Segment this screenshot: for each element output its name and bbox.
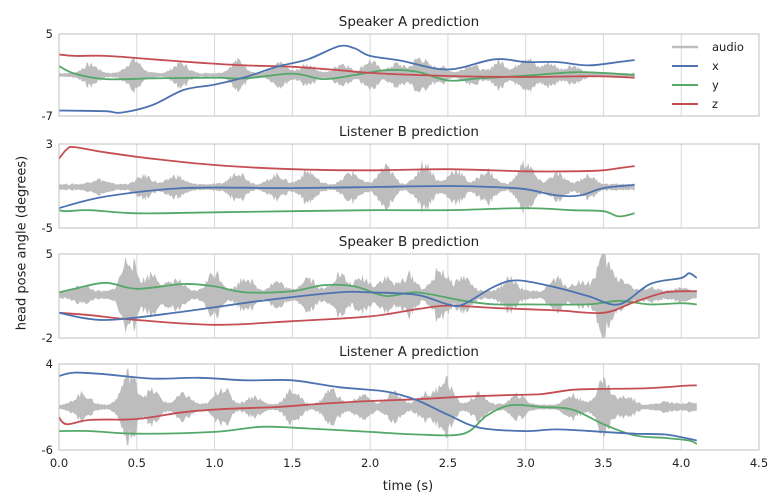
x-tick-label: 3.5 [594, 456, 612, 470]
x-tick-label: 1.5 [283, 456, 301, 470]
series-line-z [59, 53, 635, 79]
listener-b-prediction-panel: Listener B prediction 3 -5 [42, 124, 760, 235]
audio-waveform [59, 368, 697, 446]
speaker-a-prediction-panel: Speaker A prediction 5 -7 [42, 14, 760, 123]
x-tick-label: 0.0 [50, 456, 68, 470]
panel-frame [58, 143, 760, 229]
legend-label-y: y [712, 78, 719, 92]
series-line-y [59, 65, 635, 82]
x-tick-label: 2.0 [361, 456, 379, 470]
legend-label-x: x [712, 59, 719, 73]
x-tick-label: 4.0 [672, 456, 690, 470]
legend: audio xyz [672, 40, 744, 111]
y-tick-label-bottom: -7 [42, 109, 53, 123]
x-tick-label: 2.5 [439, 456, 457, 470]
speaker-b-prediction-panel: Speaker B prediction 5 -2 [42, 234, 760, 345]
series-line-z [59, 146, 635, 173]
audio-waveform [59, 56, 635, 94]
y-tick-label-bottom: -6 [42, 443, 53, 457]
y-tick-label-bottom: -5 [42, 221, 53, 235]
panel-title: Listener A prediction [339, 344, 479, 360]
series-line-x [59, 272, 698, 321]
panel-frame [58, 363, 760, 451]
x-tick-label: 1.0 [205, 456, 223, 470]
panel-title: Speaker A prediction [339, 14, 479, 30]
series-line-x [59, 184, 635, 209]
y-tick-label-top: 5 [46, 247, 53, 261]
x-tick-label: 0.5 [128, 456, 146, 470]
listener-a-prediction-panel: Listener A prediction 4 -60.0 0.5 1.0 1.5 2.0 2… [42, 344, 769, 470]
legend-label-audio: audio [712, 40, 744, 54]
legend-label-z: z [712, 97, 718, 111]
panel-frame [58, 33, 760, 117]
audio-waveform [59, 254, 697, 338]
y-tick-label-top: 3 [46, 137, 53, 151]
x-axis-label: time (s) [383, 479, 433, 494]
panel-frame [58, 253, 760, 339]
y-tick-label-top: 4 [46, 357, 53, 371]
series-line-x [59, 44, 635, 114]
y-tick-label-bottom: -2 [42, 331, 53, 345]
series-line-y [59, 207, 635, 218]
x-tick-label: 3.0 [517, 456, 535, 470]
series-line-x [59, 371, 697, 442]
series-line-z [59, 290, 697, 326]
y-tick-label-top: 5 [46, 27, 53, 41]
panel-title: Speaker B prediction [339, 234, 479, 250]
series-line-z [59, 384, 697, 426]
x-tick-label: 4.5 [750, 456, 768, 470]
panel-title: Listener B prediction [339, 124, 479, 140]
y-axis-label: head pose angle (degrees) [15, 156, 30, 330]
